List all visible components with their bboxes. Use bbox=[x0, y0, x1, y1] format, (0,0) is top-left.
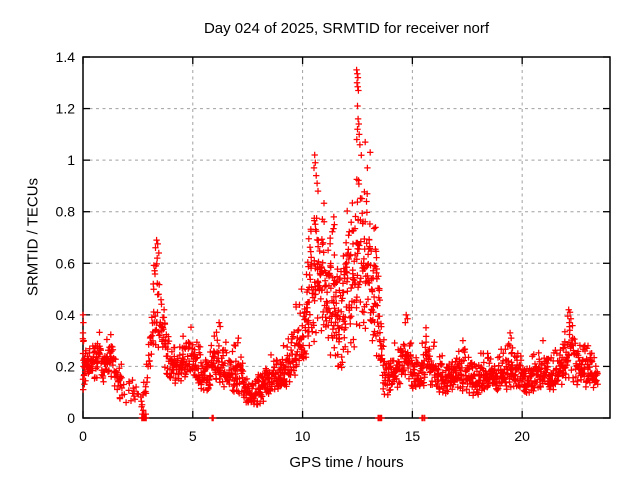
x-tick-label: 5 bbox=[189, 428, 197, 444]
y-tick-label: 1.2 bbox=[56, 101, 76, 117]
x-tick-label: 15 bbox=[405, 428, 421, 444]
y-tick-label: 1.4 bbox=[56, 49, 76, 65]
y-tick-label: 0.8 bbox=[56, 204, 76, 220]
x-axis-label: GPS time / hours bbox=[289, 454, 404, 471]
x-tick-label: 0 bbox=[79, 428, 87, 444]
y-tick-label: 0.6 bbox=[56, 255, 76, 271]
x-tick-label: 10 bbox=[295, 428, 311, 444]
y-tick-labels: 0 0.2 0.4 0.6 0.8 1 1.2 1.4 bbox=[56, 49, 76, 426]
y-axis-label: SRMTID / TECUs bbox=[24, 177, 42, 297]
y-tick-label: 0.4 bbox=[56, 307, 76, 323]
y-tick-label: 0 bbox=[67, 410, 75, 426]
x-tick-label: 20 bbox=[514, 428, 530, 444]
scatter-points bbox=[79, 66, 601, 422]
y-tick-label: 1 bbox=[67, 152, 75, 168]
chart-title: Day 024 of 2025, SRMTID for receiver nor… bbox=[203, 20, 490, 37]
y-tick-label: 0.2 bbox=[56, 358, 76, 374]
axis-ticks bbox=[82, 56, 610, 419]
x-tick-labels: 0 5 10 15 20 bbox=[79, 428, 530, 444]
plot-border bbox=[82, 56, 611, 419]
